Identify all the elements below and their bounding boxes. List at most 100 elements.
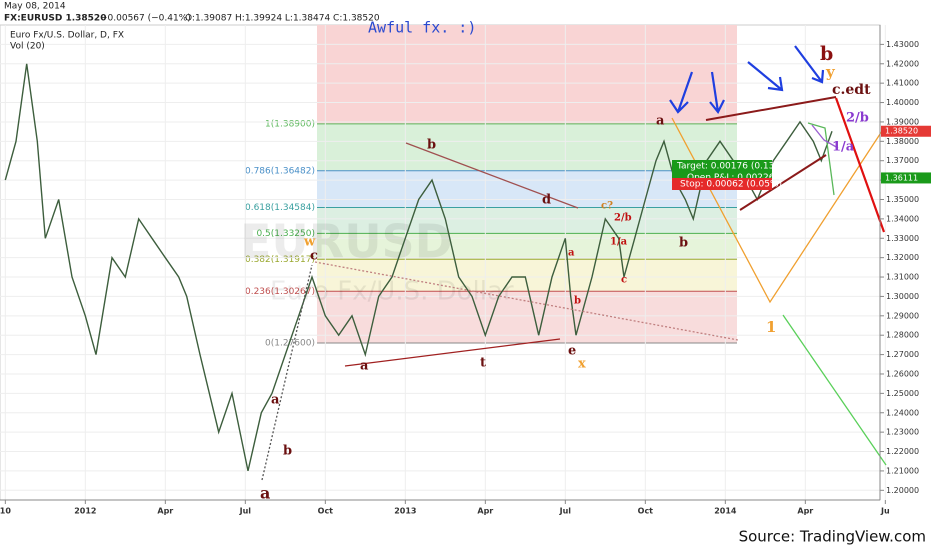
fib-label: 1(1.38900) (265, 119, 315, 129)
price-tag-label: 1.36111 (885, 173, 918, 182)
y-tick-label: 1.34000 (886, 214, 919, 223)
y-tick-label: 1.30000 (886, 292, 919, 301)
trend-line (705, 96, 837, 121)
wave-path (782, 314, 887, 466)
fib-label: 0.236(1.30267) (245, 287, 315, 297)
wave-label: 2/b (614, 213, 632, 224)
y-tick-label: 1.38000 (886, 137, 919, 146)
y-tick-label: 1.24000 (886, 408, 919, 417)
wave-label: d (542, 193, 551, 208)
wave-label: a (360, 359, 369, 374)
x-tick-label: Apr (797, 507, 813, 516)
x-tick-label: 2012 (74, 507, 96, 516)
wave-label: x (578, 357, 586, 372)
wave-label: c (310, 249, 318, 264)
note: Awful fx. :) (368, 19, 476, 37)
symbol: FX:EURUSD 1.38520 (4, 14, 106, 24)
trend-line (739, 154, 827, 211)
y-tick-label: 1.41000 (886, 79, 919, 88)
wave-label: e (568, 344, 576, 359)
fib-zone (317, 233, 737, 260)
x-tick-label: Oct (318, 507, 334, 516)
wave-path (834, 97, 886, 233)
change: −0.00567 (−0.41%) (100, 14, 191, 24)
x-tick-label: 2013 (394, 507, 416, 516)
y-tick-label: 1.23000 (886, 428, 919, 437)
wave-label: 1/a (832, 140, 855, 155)
wave-label: c? (601, 201, 613, 212)
x-tick-label: Apr (477, 507, 493, 516)
wave-label: a (271, 393, 280, 408)
x-tick-label: Ju (880, 507, 890, 516)
x-tick-label: Jul (559, 507, 572, 516)
wave-label: 1/a (610, 237, 628, 248)
wave-label: 2/b (846, 111, 869, 126)
x-tick-label: Jul (239, 507, 252, 516)
source: Source: TradingView.com (739, 528, 926, 546)
y-tick-label: 1.25000 (886, 389, 919, 398)
y-tick-label: 1.28000 (886, 331, 919, 340)
trend-line (261, 264, 313, 481)
y-tick-label: 1.20000 (886, 486, 919, 495)
wave-label: a (260, 484, 270, 503)
date: May 08, 2014 (4, 2, 66, 12)
fib-label: 0.786(1.36482) (245, 166, 315, 176)
stop-text: Stop: 0.00062 (0.05%) (680, 180, 782, 190)
x-tick-label: 10 (0, 507, 11, 516)
fib-label: 0.618(1.34584) (245, 203, 315, 213)
wave-label: w (303, 235, 316, 250)
wave-label: 1 (766, 318, 776, 336)
price-tag (881, 172, 931, 184)
x-tick-label: Apr (157, 507, 173, 516)
plot (4, 63, 833, 472)
fib-label: 0(1.27600) (265, 338, 315, 348)
y-tick-label: 1.33000 (886, 234, 919, 243)
wave-label: a (656, 114, 665, 129)
wave-label: c.edt (832, 82, 871, 98)
target-text: Target: 0.00176 (0.13%) (676, 162, 786, 172)
trend-line (344, 338, 561, 367)
watermark: EURUSD (240, 215, 453, 269)
price-tag-label: 1.38520 (885, 127, 918, 136)
price-tag (881, 125, 931, 137)
indicator: Vol (20) (10, 42, 45, 52)
wave-label: b (820, 43, 833, 65)
y-tick-label: 1.39000 (886, 117, 919, 126)
y-tick-label: 1.37000 (886, 156, 919, 165)
y-tick-label: 1.32000 (886, 253, 919, 262)
drawings (261, 45, 887, 481)
y-tick-label: 1.27000 (886, 350, 919, 359)
x-tick-label: 2014 (714, 507, 737, 516)
trend-line (405, 142, 579, 209)
fib-zone (317, 123, 737, 171)
wave-label: a (568, 248, 575, 259)
fib-zone (317, 291, 737, 343)
wave-label: b (283, 444, 292, 459)
y-tick-label: 1.35000 (886, 195, 919, 204)
orders: Target: 0.00176 (0.13%) Open P&L: 0.0022… (672, 160, 786, 190)
wave-label: b (574, 296, 581, 307)
wave-label: y (825, 63, 836, 81)
ohlc: O:1.39087 H:1.39924 L:1.38474 C:1.38520 (185, 14, 380, 24)
fib-label: 0.382(1.31917) (245, 255, 315, 265)
fib-zone (317, 25, 737, 124)
y-tick-label: 1.31000 (886, 273, 919, 282)
stop-box (672, 178, 772, 190)
grid (0, 25, 886, 500)
y-tick-label: 1.21000 (886, 466, 919, 475)
fibonacci: 1(1.38900) 0.786(1.36482) 0.618(1.34584) 0.… (245, 25, 737, 348)
wave-label: t (480, 356, 486, 371)
y-tick-label: 1.42000 (886, 59, 919, 68)
target-box (672, 160, 772, 172)
y-tick-label: 1.29000 (886, 311, 919, 320)
price-line (4, 63, 833, 472)
annotations: w c a b a a t e x b d a b c? 2/b 1/a c a… (260, 19, 871, 503)
y-tick-label: 1.40000 (886, 98, 919, 107)
pnl-box (672, 172, 772, 183)
wave-label: b (427, 138, 436, 153)
fib-label: 0.5(1.33250) (256, 229, 315, 239)
wave-label: c (621, 275, 627, 286)
wave-path (811, 124, 839, 149)
fib-zone (317, 207, 737, 234)
